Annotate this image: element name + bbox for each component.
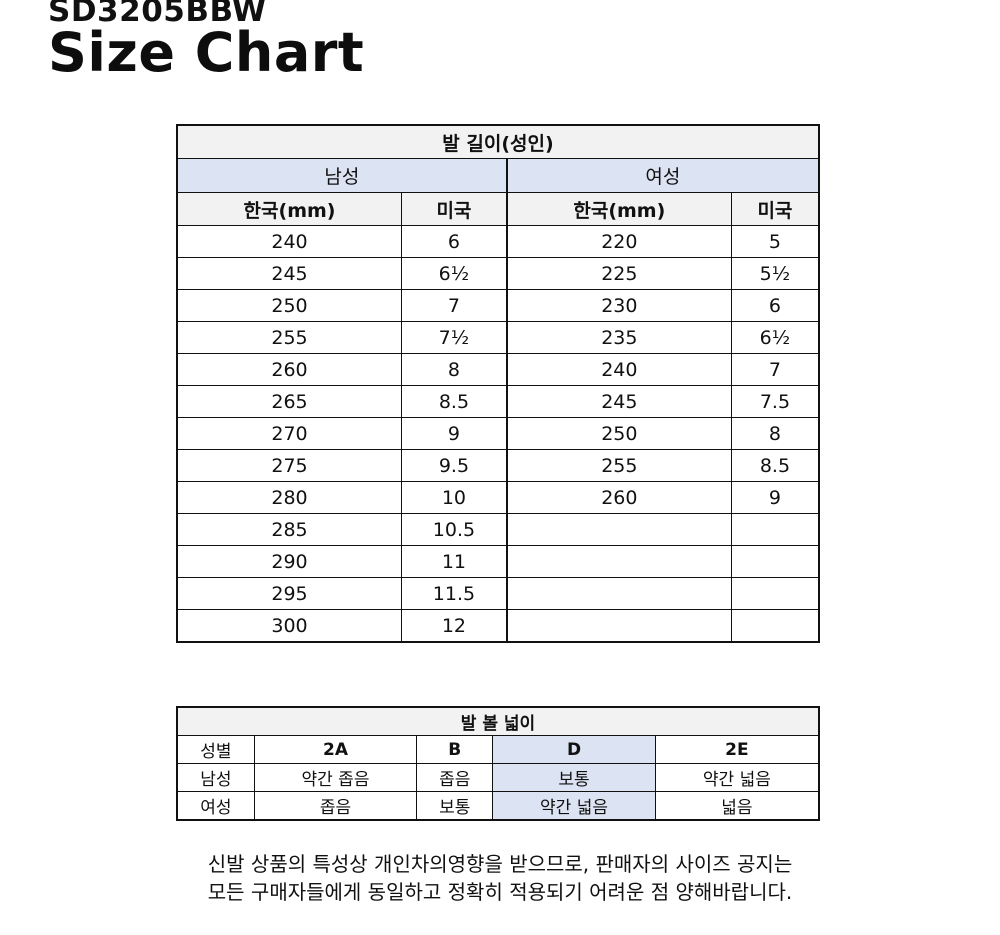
table-cell: 7½ [401,321,508,354]
table-cell: 280 [176,481,403,514]
table-cell: 260 [176,353,403,386]
table-cell [730,609,820,643]
table-cell: 255 [505,449,732,482]
table-row: 255 7½ 235 6½ [176,321,820,354]
table-cell: 230 [505,289,732,322]
disclaimer-note: 신발 상품의 특성상 개인차의영향을 받으므로, 판매자의 사이즈 공지는 모든… [0,850,1000,906]
table-cell: 7.5 [730,385,820,418]
table-cell: 좁음 [416,763,494,792]
table-cell: 보통 [416,791,494,821]
table-cell: 8.5 [401,385,508,418]
table-cell: 235 [505,321,732,354]
table-cell [730,577,820,610]
table-cell: 11.5 [401,577,508,610]
table-cell: 11 [401,545,508,578]
table-cell: 5 [730,225,820,258]
table-cell: 220 [505,225,732,258]
disclaimer-line-2: 모든 구매자들에게 동일하고 정확히 적용되기 어려운 점 양해바랍니다. [207,880,793,904]
table-cell: 5½ [730,257,820,290]
table-cell: 6½ [401,257,508,290]
table-cell: 245 [176,257,403,290]
table-row: 280 10 260 9 [176,481,820,514]
table-cell [730,513,820,546]
group-header-men: 남성 [176,158,508,193]
table-row: 260 8 240 7 [176,353,820,386]
column-header-2e: 2E [654,735,820,764]
table-cell: 250 [176,289,403,322]
column-header-men-us: 미국 [401,192,508,226]
table-cell: 약간 좁음 [253,763,418,792]
table-cell: 7 [730,353,820,386]
table-cell: 8 [401,353,508,386]
table-row: 여성 좁음 보통 약간 넓음 넓음 [176,791,820,821]
table-cell: 255 [176,321,403,354]
table-row: 240 6 220 5 [176,225,820,258]
table-cell: 300 [176,609,403,643]
disclaimer-line-1: 신발 상품의 특성상 개인차의영향을 받으므로, 판매자의 사이즈 공지는 [207,852,793,876]
table-cell: 275 [176,449,403,482]
table-cell [505,513,732,546]
table-cell: 9 [730,481,820,514]
page-title: Size Chart [48,21,365,84]
table-cell: 270 [176,417,403,450]
table-cell: 약간 넓음 [654,763,820,792]
table-row: 275 9.5 255 8.5 [176,449,820,482]
table-row: 250 7 230 6 [176,289,820,322]
table-cell: 6½ [730,321,820,354]
table-cell: 240 [176,225,403,258]
table-row: 245 6½ 225 5½ [176,257,820,290]
table-cell: 290 [176,545,403,578]
table-cell: 8 [730,417,820,450]
page-header: SD3205BBW Size Chart [48,0,364,81]
column-header-men-kr: 한국(mm) [176,192,403,226]
table-cell: 8.5 [730,449,820,482]
table-row: 남성 약간 좁음 좁음 보통 약간 넓음 [176,763,820,792]
table-cell: 12 [401,609,508,643]
column-header-b: B [416,735,494,764]
table-cell: 9 [401,417,508,450]
table-cell: 225 [505,257,732,290]
table-row: 300 12 [176,609,820,643]
table-cell: 6 [730,289,820,322]
table-cell: 6 [401,225,508,258]
table-cell: 약간 넓음 [492,791,656,821]
table-row: 265 8.5 245 7.5 [176,385,820,418]
table-cell: 남성 [176,763,255,792]
table-row: 295 11.5 [176,577,820,610]
table-row: 290 11 [176,545,820,578]
table-cell: 245 [505,385,732,418]
foot-width-table: 발 볼 넓이 성별 2A B D 2E 남성 약간 좁음 좁음 보통 약간 넓음 여성 좁음… [176,706,820,821]
column-header-women-us: 미국 [730,192,820,226]
table-cell: 넓음 [654,791,820,821]
table-cell: 285 [176,513,403,546]
table-cell: 265 [176,385,403,418]
table-row: 285 10.5 [176,513,820,546]
table-row: 270 9 250 8 [176,417,820,450]
group-header-women: 여성 [505,158,820,193]
model-number: SD3205BBW [48,0,267,29]
table-cell [730,545,820,578]
table-cell: 여성 [176,791,255,821]
column-header-2a: 2A [253,735,418,764]
table-cell: 좁음 [253,791,418,821]
table-cell: 260 [505,481,732,514]
column-header-gender: 성별 [176,735,255,764]
foot-length-table: 발 길이(성인) 남성 여성 한국(mm) 미국 한국(mm) 미국 240 6 2… [176,124,820,643]
table-cell [505,545,732,578]
table-cell: 보통 [492,763,656,792]
table-cell: 250 [505,417,732,450]
table-cell: 9.5 [401,449,508,482]
table-cell: 10 [401,481,508,514]
table-cell: 240 [505,353,732,386]
table-cell: 295 [176,577,403,610]
length-table-title: 발 길이(성인) [176,124,820,159]
table-cell [505,609,732,643]
table-cell: 10.5 [401,513,508,546]
column-header-d: D [492,735,656,764]
table-cell: 7 [401,289,508,322]
width-table-title: 발 볼 넓이 [176,706,820,736]
column-header-women-kr: 한국(mm) [505,192,732,226]
table-cell [505,577,732,610]
